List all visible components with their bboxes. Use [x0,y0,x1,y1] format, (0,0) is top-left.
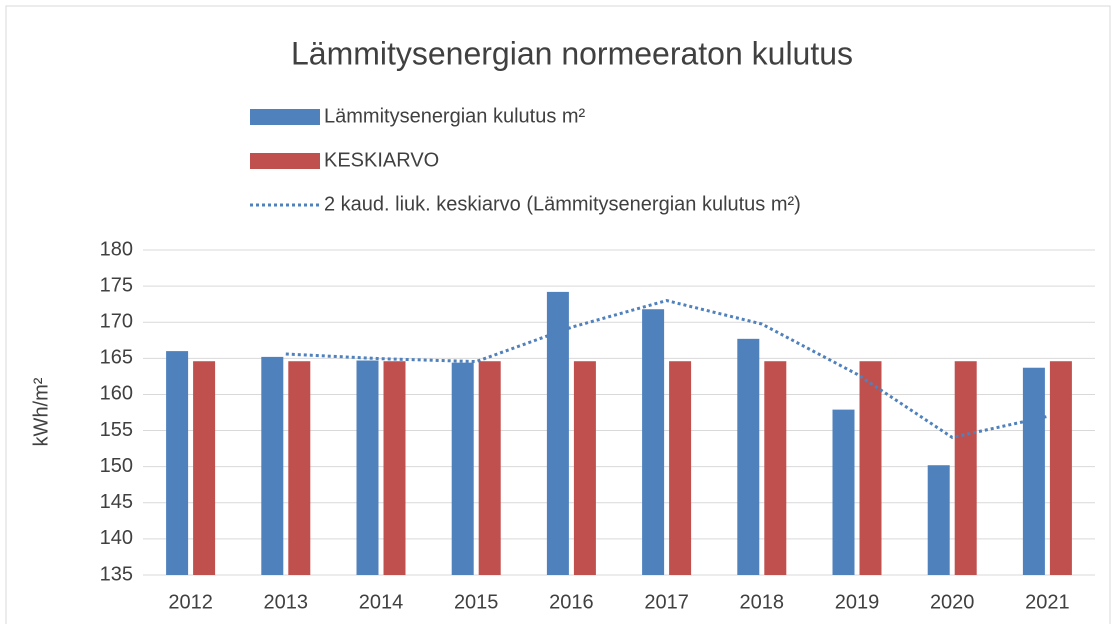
x-tick-label: 2014 [359,591,404,613]
x-tick-label: 2015 [454,591,499,613]
bar [764,361,787,575]
y-tick-label: 155 [100,419,133,441]
y-tick-label: 145 [100,491,133,513]
y-tick-label: 150 [100,455,133,477]
y-tick-label: 140 [100,527,133,549]
chart-title: Lämmitysenergian normeeraton kulutus [291,35,853,71]
x-tick-label: 2016 [549,591,594,613]
bar [193,361,216,575]
x-tick-label: 2021 [1025,591,1070,613]
bar [261,356,284,575]
x-tick-label: 2017 [644,591,689,613]
legend-swatch [250,109,320,125]
y-tick-label: 165 [100,347,133,369]
bar [288,361,311,575]
y-tick-label: 175 [100,274,133,296]
moving-average-line [285,299,1048,440]
bar [166,351,189,575]
bar [859,361,882,575]
bar [356,360,379,575]
y-tick-label: 180 [100,238,133,260]
y-axis-label: kWh/m² [30,377,52,446]
bar [669,361,692,575]
x-tick-label: 2012 [168,591,213,613]
y-tick-label: 160 [100,383,133,405]
x-tick-label: 2013 [264,591,309,613]
legend-swatch [250,153,320,169]
legend-label: KESKIARVO [324,149,439,171]
bar [832,409,855,575]
bar [573,361,596,575]
bar [1049,361,1072,575]
bar [451,362,474,575]
legend-label: Lämmitysenergian kulutus m² [324,105,586,127]
x-tick-label: 2019 [835,591,880,613]
bar [546,291,569,575]
bar [478,361,501,575]
y-tick-label: 170 [100,311,133,333]
bar [642,309,665,575]
bar [383,361,406,575]
bar [927,465,950,575]
bar [737,338,760,575]
bar [1022,367,1045,575]
bar [954,361,977,575]
x-tick-label: 2020 [930,591,975,613]
y-tick-label: 135 [100,563,133,585]
legend-label: 2 kaud. liuk. keskiarvo (Lämmitysenergia… [324,193,801,215]
x-tick-label: 2018 [740,591,785,613]
